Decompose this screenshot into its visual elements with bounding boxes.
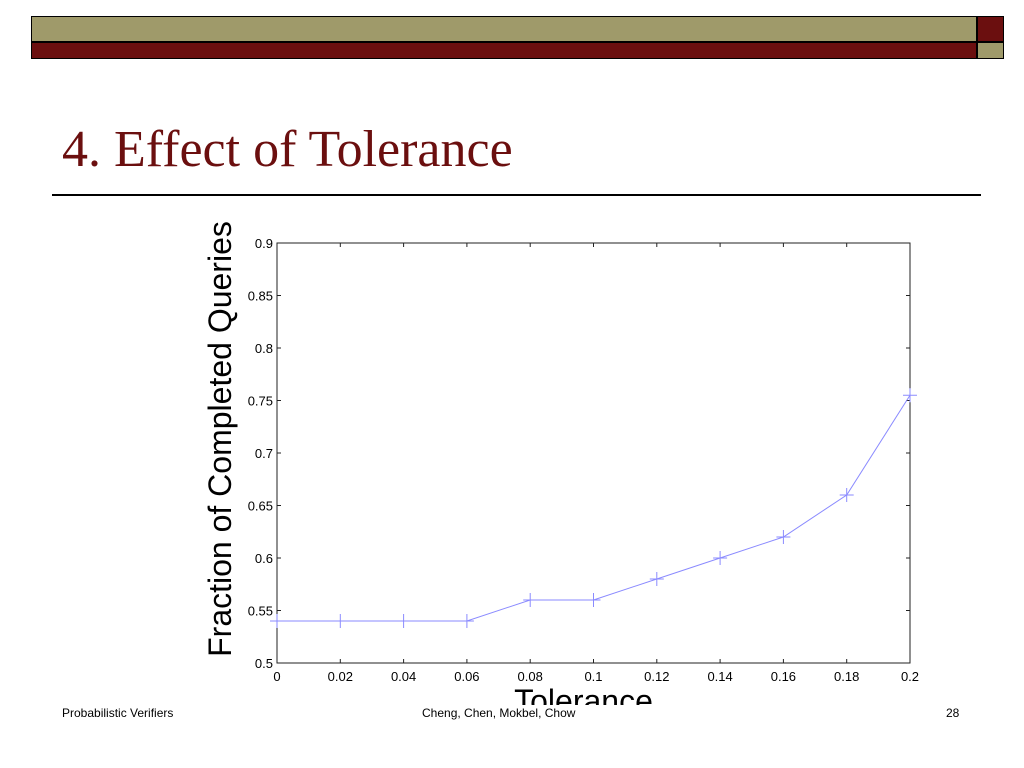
- header-stripe: [31, 42, 977, 59]
- header-band: [31, 16, 977, 42]
- y-tick-label: 0.65: [248, 499, 273, 514]
- header-corner-top: [977, 16, 1004, 42]
- x-tick-label: 0.2: [901, 669, 919, 684]
- footer-page-number: 28: [946, 706, 960, 720]
- data-point: [903, 388, 917, 403]
- data-point: [396, 614, 411, 628]
- x-tick-label: 0.18: [834, 669, 859, 684]
- y-tick-label: 0.9: [255, 236, 273, 251]
- series-line: [277, 394, 911, 622]
- y-tick-label: 0.5: [255, 656, 273, 671]
- x-tick-label: 0.12: [644, 669, 669, 684]
- data-point: [776, 530, 791, 544]
- series-points: [270, 388, 917, 628]
- x-tick-label: 0: [273, 669, 280, 684]
- data-point: [839, 488, 854, 502]
- data-point: [523, 593, 538, 607]
- y-tick-label: 0.85: [248, 289, 273, 304]
- data-point: [333, 614, 348, 628]
- x-tick-label: 0.08: [518, 669, 543, 684]
- footer-authors: Cheng, Chen, Mokbel, Chow: [422, 706, 576, 720]
- footer-left-text: Probabilistic Verifiers: [62, 706, 174, 720]
- line-chart: 0 0.02 0.04 0.06 0.08 0.1 0.12 0.14 0.16 0.18 0.2 0…: [202, 221, 919, 705]
- y-axis-label: Fraction of Completed Queries: [202, 221, 238, 657]
- x-tick-label: 0.06: [454, 669, 479, 684]
- title-divider: [52, 194, 981, 196]
- y-tick-label: 0.8: [255, 341, 273, 356]
- y-tick-label: 0.7: [255, 446, 273, 461]
- x-tick-label: 0.14: [707, 669, 732, 684]
- slide-title: 4. Effect of Tolerance: [62, 121, 513, 178]
- y-tick-label: 0.6: [255, 551, 273, 566]
- y-tick-label: 0.75: [248, 394, 273, 409]
- x-tick-label: 0.04: [391, 669, 416, 684]
- x-tick-label: 0.16: [771, 669, 796, 684]
- data-point: [586, 593, 601, 607]
- data-point: [270, 614, 284, 628]
- data-point: [713, 551, 728, 565]
- x-tick-label: 0.02: [328, 669, 353, 684]
- x-axis-label: Tolerance: [514, 683, 653, 705]
- data-point: [459, 614, 474, 628]
- data-point: [649, 572, 664, 586]
- x-tick-label: 0.1: [584, 669, 602, 684]
- axis-ticks: 0 0.02 0.04 0.06 0.08 0.1 0.12 0.14 0.16 0.18 0.2 0…: [248, 236, 919, 684]
- y-tick-label: 0.55: [248, 604, 273, 619]
- header-corner-bottom: [977, 42, 1004, 59]
